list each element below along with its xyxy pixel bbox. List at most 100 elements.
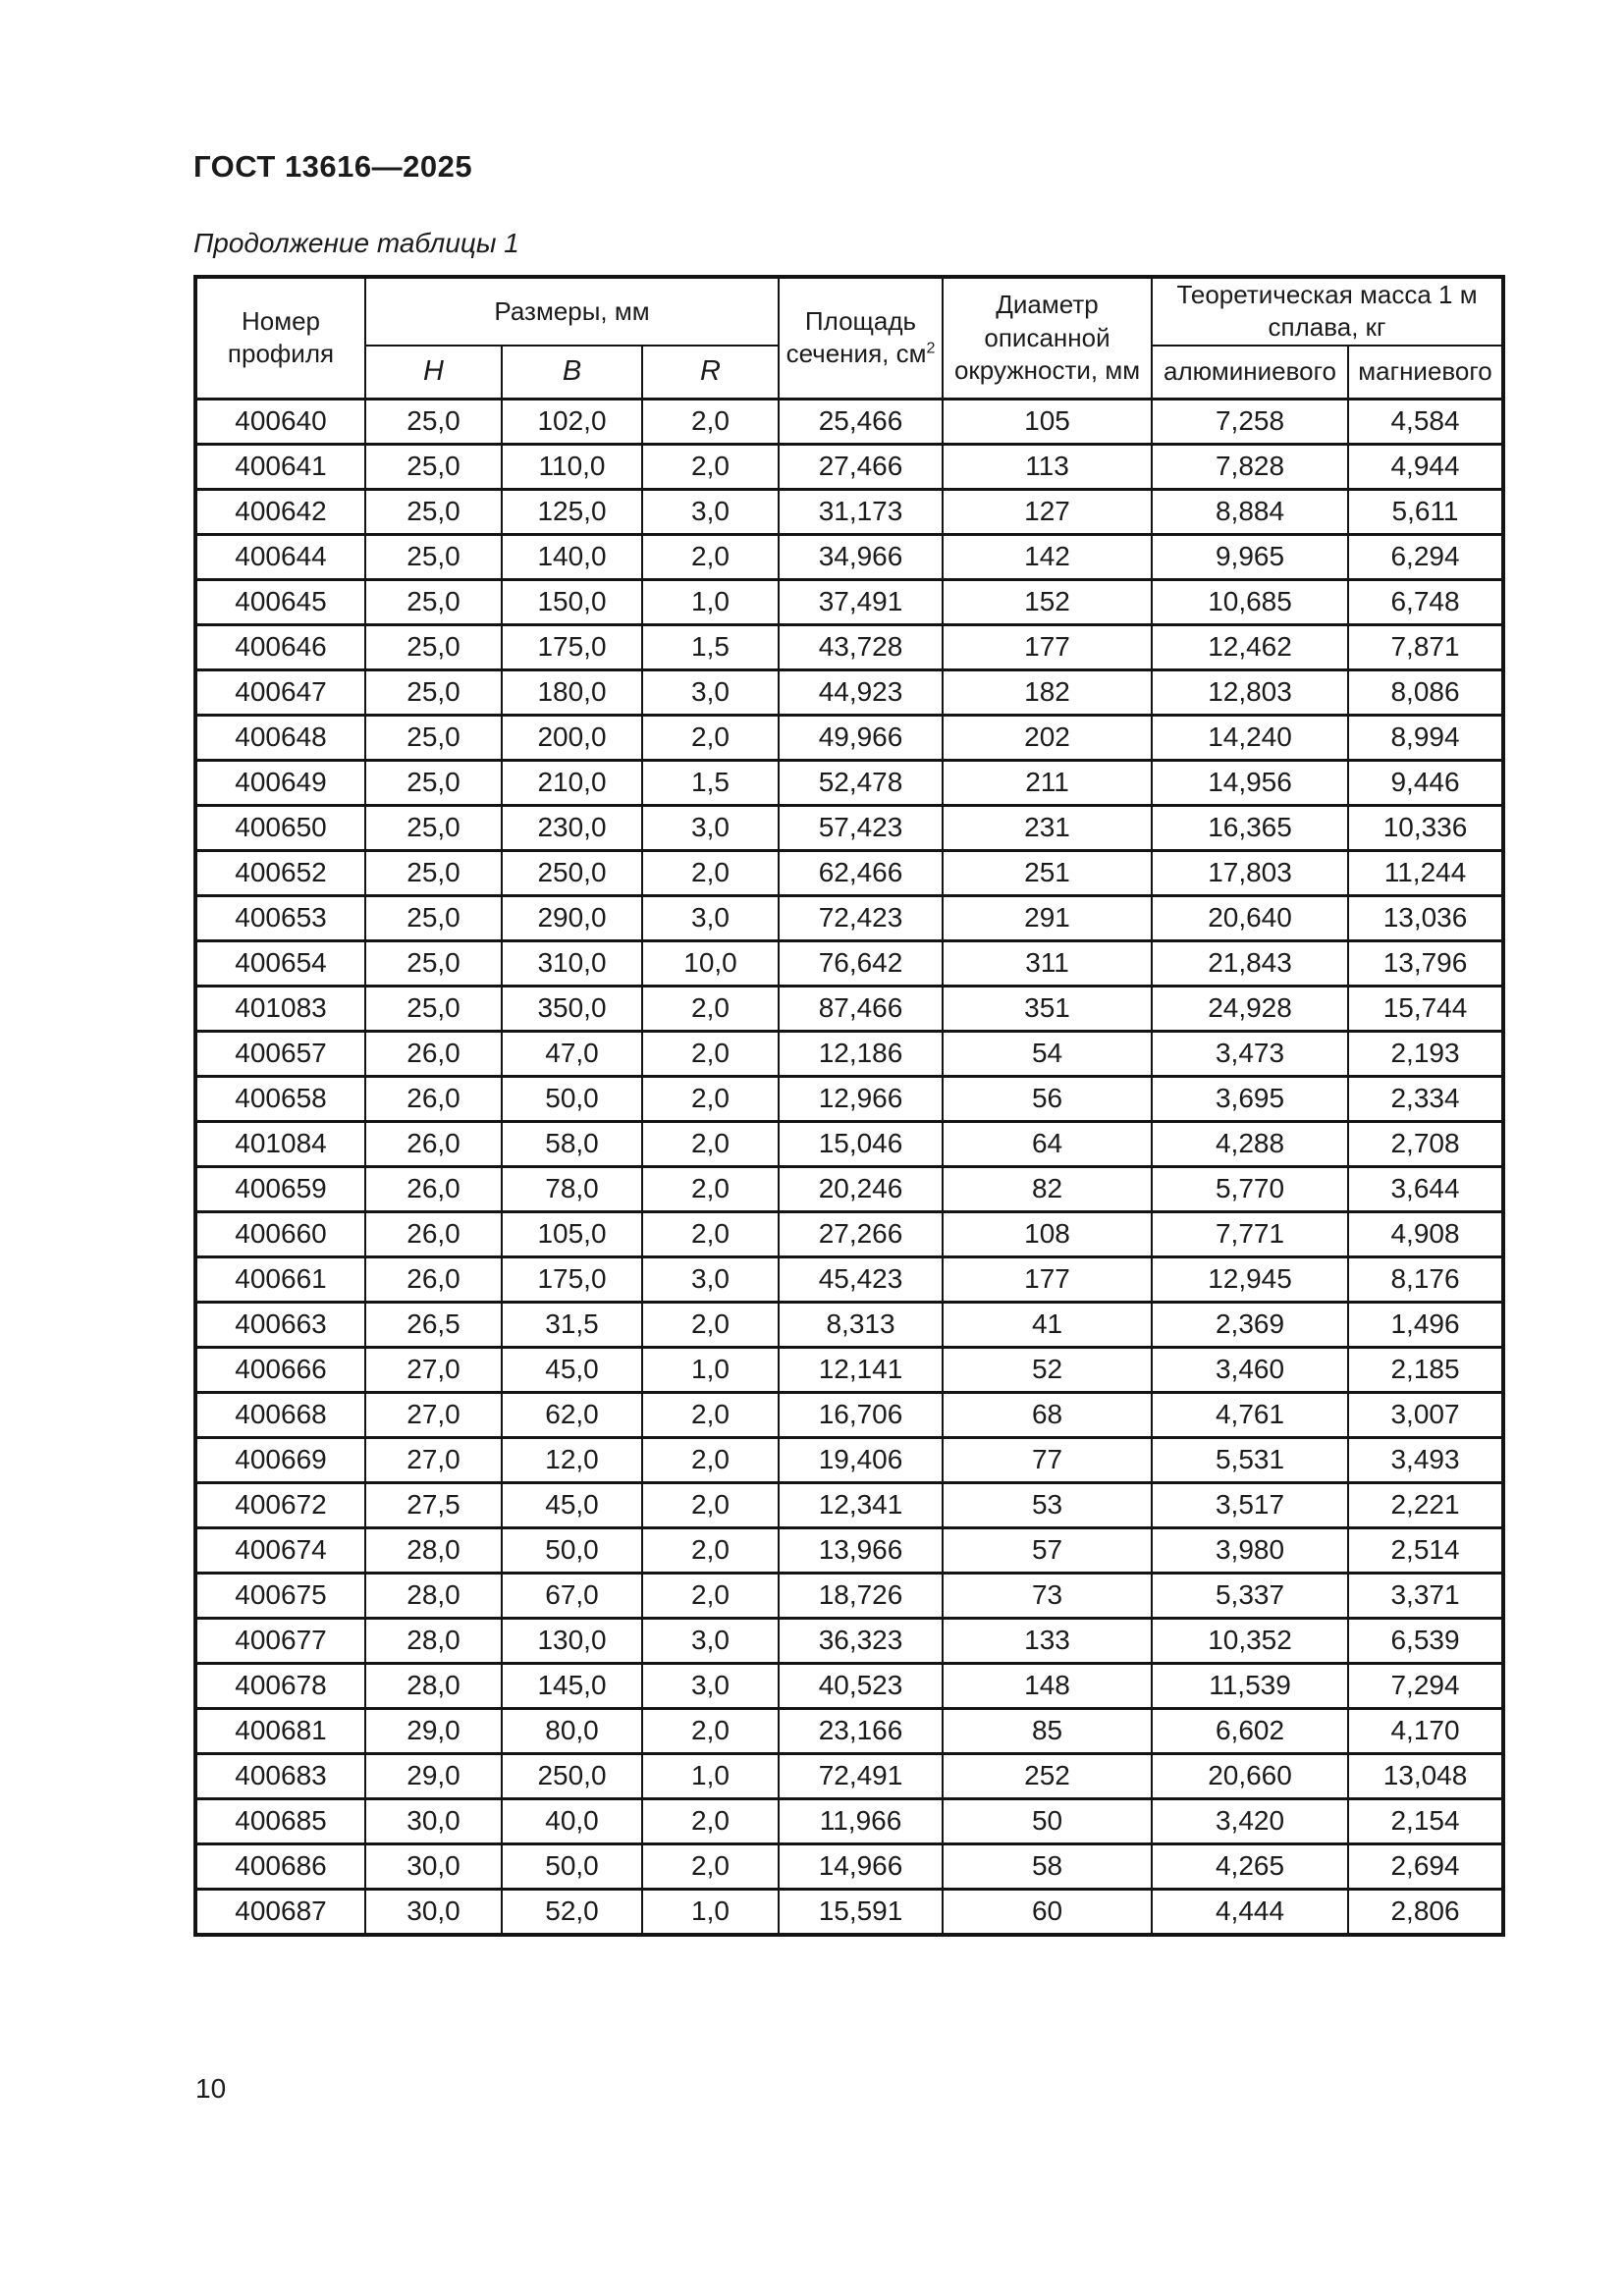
table-cell: 8,086 (1347, 667, 1505, 717)
table-cell: 400660 (194, 1209, 366, 1258)
table-cell: 4,761 (1151, 1390, 1350, 1439)
table-cell: 14,240 (1151, 713, 1350, 762)
table-cell: 2,221 (1347, 1480, 1505, 1529)
table-row: 400672 27,5 45,0 2,0 12,341 53 3,517 2,221 (194, 1480, 1505, 1529)
table-row: 400686 30,0 50,0 2,0 14,966 58 4,265 2,694 (194, 1842, 1505, 1891)
table-cell: 17,803 (1151, 848, 1350, 897)
table-row: 400653 25,0 290,0 3,0 72,423 291 20,640 13,036 (194, 893, 1505, 942)
col-header-mass-magnesium: магниевого (1347, 344, 1505, 400)
table-cell: 3,0 (640, 667, 781, 717)
table-cell: 2,0 (640, 1706, 781, 1755)
table-cell: 31,5 (501, 1300, 643, 1349)
table-cell: 3,695 (1151, 1074, 1350, 1123)
col-header-dim-b: B (501, 344, 643, 400)
table-cell: 152 (942, 577, 1154, 626)
table-cell: 50,0 (501, 1074, 643, 1123)
table-row: 400661 26,0 175,0 3,0 45,423 177 12,945 8,176 (194, 1255, 1505, 1304)
table-cell: 19,406 (778, 1435, 945, 1484)
table-cell: 290,0 (501, 893, 643, 942)
table-cell: 6,748 (1347, 577, 1505, 626)
table-cell: 25,0 (364, 577, 503, 626)
table-cell: 125,0 (501, 487, 643, 536)
table-cell: 2,0 (640, 1390, 781, 1439)
table-cell: 25,0 (364, 758, 503, 807)
table-cell: 3,0 (640, 893, 781, 942)
table-cell: 400652 (194, 848, 366, 897)
table-cell: 400661 (194, 1255, 366, 1304)
col-header-mass-aluminum: алюминиевого (1151, 344, 1350, 400)
table-cell: 82 (942, 1164, 1154, 1213)
table-cell: 400687 (194, 1887, 366, 1937)
table-cell: 4,908 (1347, 1209, 1505, 1258)
table-cell: 26,0 (364, 1119, 503, 1168)
table-cell: 2,0 (640, 1435, 781, 1484)
table-cell: 12,186 (778, 1029, 945, 1078)
table-cell: 40,0 (501, 1796, 643, 1845)
table-cell: 210,0 (501, 758, 643, 807)
table-cell: 50,0 (501, 1842, 643, 1891)
col-header-area: Площадь сечения, см2 (778, 275, 945, 400)
table-cell: 175,0 (501, 622, 643, 671)
table-row: 401084 26,0 58,0 2,0 15,046 64 4,288 2,708 (194, 1119, 1505, 1168)
table-cell: 73 (942, 1571, 1154, 1620)
table-cell: 12,341 (778, 1480, 945, 1529)
table-cell: 28,0 (364, 1571, 503, 1620)
table-row: 400681 29,0 80,0 2,0 23,166 85 6,602 4,170 (194, 1706, 1505, 1755)
table-row: 400644 25,0 140,0 2,0 34,966 142 9,965 6,294 (194, 532, 1505, 581)
table-cell: 13,036 (1347, 893, 1505, 942)
table-cell: 1,0 (640, 1751, 781, 1800)
table-cell: 2,369 (1151, 1300, 1350, 1349)
table-cell: 15,591 (778, 1887, 945, 1937)
table-cell: 3,007 (1347, 1390, 1505, 1439)
table-cell: 2,0 (640, 397, 781, 446)
table-cell: 252 (942, 1751, 1154, 1800)
table-cell: 77 (942, 1435, 1154, 1484)
header-row-sub: H B R алюминиевого магниевого (195, 344, 1505, 400)
table-cell: 400646 (194, 622, 366, 671)
table-cell: 105,0 (501, 1209, 643, 1258)
table-cell: 2,0 (640, 1300, 781, 1349)
table-cell: 400686 (194, 1842, 366, 1891)
table-cell: 26,0 (364, 1074, 503, 1123)
table-cell: 27,266 (778, 1209, 945, 1258)
table-cell: 27,0 (364, 1345, 503, 1394)
table-row: 400652 25,0 250,0 2,0 62,466 251 17,803 11,244 (194, 848, 1505, 897)
table-row: 400666 27,0 45,0 1,0 12,141 52 3,460 2,185 (194, 1345, 1505, 1394)
table-cell: 311 (942, 938, 1154, 988)
table-cell: 310,0 (501, 938, 643, 988)
table-cell: 7,828 (1151, 442, 1350, 491)
table-cell: 2,334 (1347, 1074, 1505, 1123)
table-cell: 14,966 (778, 1842, 945, 1891)
table-cell: 400669 (194, 1435, 366, 1484)
table-cell: 78,0 (501, 1164, 643, 1213)
table-cell: 25,0 (364, 713, 503, 762)
table-cell: 80,0 (501, 1706, 643, 1755)
table-cell: 400649 (194, 758, 366, 807)
table-cell: 24,928 (1151, 984, 1350, 1033)
table-cell: 25,0 (364, 893, 503, 942)
table-cell: 6,294 (1347, 532, 1505, 581)
table-header: Номер профиля Размеры, мм Площадь сечени… (194, 275, 1505, 400)
table-cell: 31,173 (778, 487, 945, 536)
table-cell: 400666 (194, 1345, 366, 1394)
table-cell: 4,288 (1151, 1119, 1350, 1168)
table-cell: 6,602 (1151, 1706, 1350, 1755)
area-label-line1: Площадь (804, 306, 917, 336)
table-cell: 108 (942, 1209, 1154, 1258)
col-header-dimensions-group: Размеры, мм (363, 276, 781, 347)
col-header-profile-number: Номер профиля (194, 275, 366, 400)
table-cell: 4,444 (1151, 1887, 1350, 1937)
table-cell: 25,0 (364, 848, 503, 897)
table-cell: 44,923 (778, 667, 945, 717)
table-cell: 3,371 (1347, 1571, 1505, 1620)
table-cell: 13,966 (778, 1525, 945, 1575)
table-cell: 45,423 (778, 1255, 945, 1304)
table-cell: 2,514 (1347, 1525, 1505, 1575)
table-cell: 62,466 (778, 848, 945, 897)
col-header-diameter: Диаметр описанной окружности, мм (942, 275, 1154, 400)
table-cell: 2,0 (640, 713, 781, 762)
table-cell: 18,726 (778, 1571, 945, 1620)
table-cell: 400681 (194, 1706, 366, 1755)
table-row: 400648 25,0 200,0 2,0 49,966 202 14,240 8,994 (194, 713, 1505, 762)
table-cell: 67,0 (501, 1571, 643, 1620)
